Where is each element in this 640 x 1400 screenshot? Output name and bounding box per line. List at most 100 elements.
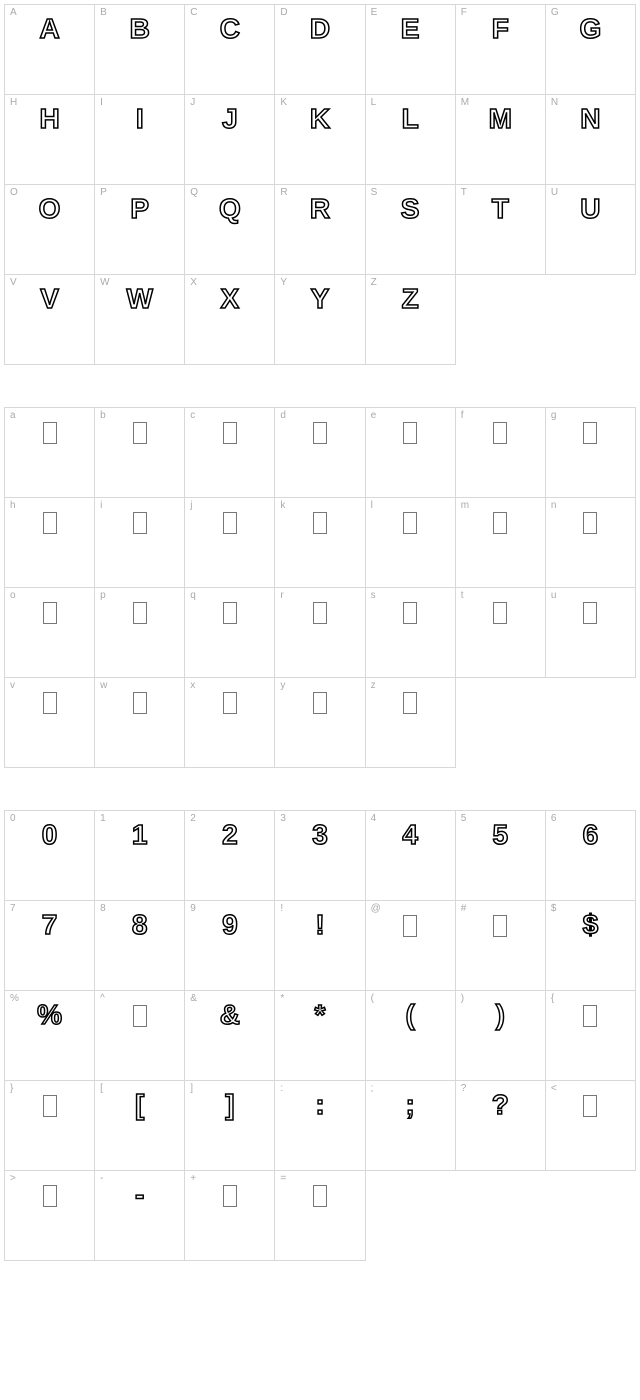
char-cell: PP bbox=[95, 185, 185, 275]
char-cell: 00 bbox=[5, 811, 95, 901]
glyph: K bbox=[275, 105, 364, 133]
char-cell: + bbox=[185, 1171, 275, 1261]
char-cell: i bbox=[95, 498, 185, 588]
char-cell: g bbox=[546, 408, 636, 498]
char-cell: m bbox=[456, 498, 546, 588]
char-cell: ?? bbox=[456, 1081, 546, 1171]
missing-glyph-icon bbox=[185, 1183, 274, 1207]
char-cell: z bbox=[366, 678, 456, 768]
char-cell: 99 bbox=[185, 901, 275, 991]
char-cell: t bbox=[456, 588, 546, 678]
char-cell: QQ bbox=[185, 185, 275, 275]
glyph: 1 bbox=[95, 821, 184, 849]
char-cell: q bbox=[185, 588, 275, 678]
missing-glyph-icon bbox=[275, 600, 364, 624]
char-cell: ** bbox=[275, 991, 365, 1081]
char-cell: ;; bbox=[366, 1081, 456, 1171]
char-cell: { bbox=[546, 991, 636, 1081]
glyph: P bbox=[95, 195, 184, 223]
glyph: J bbox=[185, 105, 274, 133]
char-cell: KK bbox=[275, 95, 365, 185]
missing-glyph-icon bbox=[185, 420, 274, 444]
missing-glyph-icon bbox=[95, 600, 184, 624]
char-cell: 77 bbox=[5, 901, 95, 991]
char-cell: II bbox=[95, 95, 185, 185]
missing-glyph-icon bbox=[5, 510, 94, 534]
char-cell: EE bbox=[366, 5, 456, 95]
char-cell: k bbox=[275, 498, 365, 588]
char-cell: f bbox=[456, 408, 546, 498]
char-cell: o bbox=[5, 588, 95, 678]
char-cell: TT bbox=[456, 185, 546, 275]
char-cell: b bbox=[95, 408, 185, 498]
glyph: 4 bbox=[366, 821, 455, 849]
char-cell: YY bbox=[275, 275, 365, 365]
missing-glyph-icon bbox=[185, 600, 274, 624]
char-cell: 66 bbox=[546, 811, 636, 901]
char-cell: (( bbox=[366, 991, 456, 1081]
glyph: T bbox=[456, 195, 545, 223]
glyph: U bbox=[546, 195, 635, 223]
char-cell: WW bbox=[95, 275, 185, 365]
glyph: C bbox=[185, 15, 274, 43]
missing-glyph-icon bbox=[275, 420, 364, 444]
char-cell: s bbox=[366, 588, 456, 678]
missing-glyph-icon bbox=[95, 510, 184, 534]
missing-glyph-icon bbox=[366, 510, 455, 534]
char-cell: 44 bbox=[366, 811, 456, 901]
char-cell: j bbox=[185, 498, 275, 588]
glyph: D bbox=[275, 15, 364, 43]
missing-glyph-icon bbox=[366, 913, 455, 937]
char-cell: 33 bbox=[275, 811, 365, 901]
glyph: $ bbox=[546, 911, 635, 939]
missing-glyph-icon bbox=[95, 420, 184, 444]
glyph: 9 bbox=[185, 911, 274, 939]
char-cell: 88 bbox=[95, 901, 185, 991]
missing-glyph-icon bbox=[185, 690, 274, 714]
glyph: B bbox=[95, 15, 184, 43]
char-cell: y bbox=[275, 678, 365, 768]
char-cell: d bbox=[275, 408, 365, 498]
char-cell: -- bbox=[95, 1171, 185, 1261]
char-cell: v bbox=[5, 678, 95, 768]
char-cell: h bbox=[5, 498, 95, 588]
char-cell: JJ bbox=[185, 95, 275, 185]
missing-glyph-icon bbox=[546, 510, 635, 534]
missing-glyph-icon bbox=[366, 420, 455, 444]
glyph: - bbox=[95, 1181, 184, 1209]
char-cell: :: bbox=[275, 1081, 365, 1171]
glyph: % bbox=[5, 1001, 94, 1029]
glyph: F bbox=[456, 15, 545, 43]
glyph: ] bbox=[185, 1091, 274, 1119]
glyph: M bbox=[456, 105, 545, 133]
glyph: ? bbox=[456, 1091, 545, 1119]
missing-glyph-icon bbox=[5, 420, 94, 444]
glyph: R bbox=[275, 195, 364, 223]
char-cell: XX bbox=[185, 275, 275, 365]
char-cell: HH bbox=[5, 95, 95, 185]
grid-digits-symbols: 00112233445566778899!!@#$$%%^&&**(()){}[… bbox=[4, 810, 636, 1261]
char-cell: } bbox=[5, 1081, 95, 1171]
glyph: V bbox=[5, 285, 94, 313]
glyph: ! bbox=[275, 911, 364, 939]
char-cell: $$ bbox=[546, 901, 636, 991]
missing-glyph-icon bbox=[456, 600, 545, 624]
glyph: 0 bbox=[5, 821, 94, 849]
glyph: O bbox=[5, 195, 94, 223]
char-cell: DD bbox=[275, 5, 365, 95]
char-cell: l bbox=[366, 498, 456, 588]
glyph: 2 bbox=[185, 821, 274, 849]
char-cell: # bbox=[456, 901, 546, 991]
glyph: : bbox=[275, 1091, 364, 1119]
grid-uppercase: AABBCCDDEEFFGGHHIIJJKKLLMMNNOOPPQQRRSSTT… bbox=[4, 4, 636, 365]
glyph: E bbox=[366, 15, 455, 43]
char-cell: n bbox=[546, 498, 636, 588]
missing-glyph-icon bbox=[366, 690, 455, 714]
char-cell: 11 bbox=[95, 811, 185, 901]
char-cell: ZZ bbox=[366, 275, 456, 365]
char-cell: MM bbox=[456, 95, 546, 185]
glyph: ( bbox=[366, 1001, 455, 1029]
missing-glyph-icon bbox=[546, 420, 635, 444]
glyph: & bbox=[185, 1001, 274, 1029]
missing-glyph-icon bbox=[185, 510, 274, 534]
